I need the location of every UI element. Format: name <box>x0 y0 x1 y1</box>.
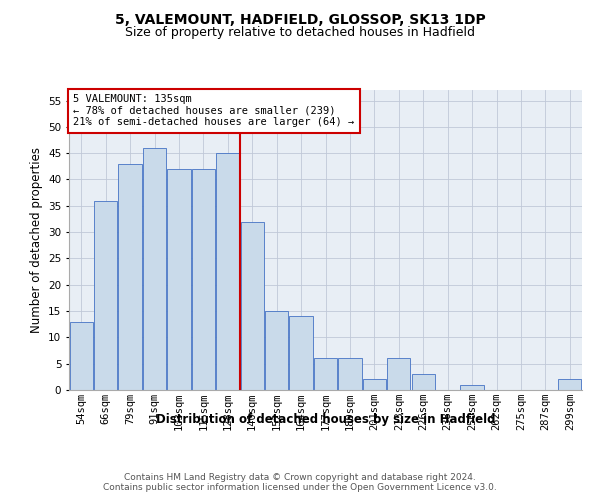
Bar <box>289 316 313 390</box>
Text: 5, VALEMOUNT, HADFIELD, GLOSSOP, SK13 1DP: 5, VALEMOUNT, HADFIELD, GLOSSOP, SK13 1D… <box>115 12 485 26</box>
Bar <box>167 169 191 390</box>
Bar <box>241 222 264 390</box>
Y-axis label: Number of detached properties: Number of detached properties <box>29 147 43 333</box>
Bar <box>558 380 581 390</box>
Bar <box>387 358 410 390</box>
Text: Distribution of detached houses by size in Hadfield: Distribution of detached houses by size … <box>156 412 496 426</box>
Bar <box>314 358 337 390</box>
Bar <box>412 374 435 390</box>
Bar <box>192 169 215 390</box>
Text: Size of property relative to detached houses in Hadfield: Size of property relative to detached ho… <box>125 26 475 39</box>
Bar <box>70 322 93 390</box>
Bar <box>94 200 117 390</box>
Bar <box>118 164 142 390</box>
Text: 5 VALEMOUNT: 135sqm
← 78% of detached houses are smaller (239)
21% of semi-detac: 5 VALEMOUNT: 135sqm ← 78% of detached ho… <box>73 94 355 128</box>
Bar <box>216 153 239 390</box>
Bar <box>265 311 288 390</box>
Text: Contains HM Land Registry data © Crown copyright and database right 2024.
Contai: Contains HM Land Registry data © Crown c… <box>103 472 497 492</box>
Bar <box>460 384 484 390</box>
Bar <box>143 148 166 390</box>
Bar <box>363 380 386 390</box>
Bar <box>338 358 362 390</box>
